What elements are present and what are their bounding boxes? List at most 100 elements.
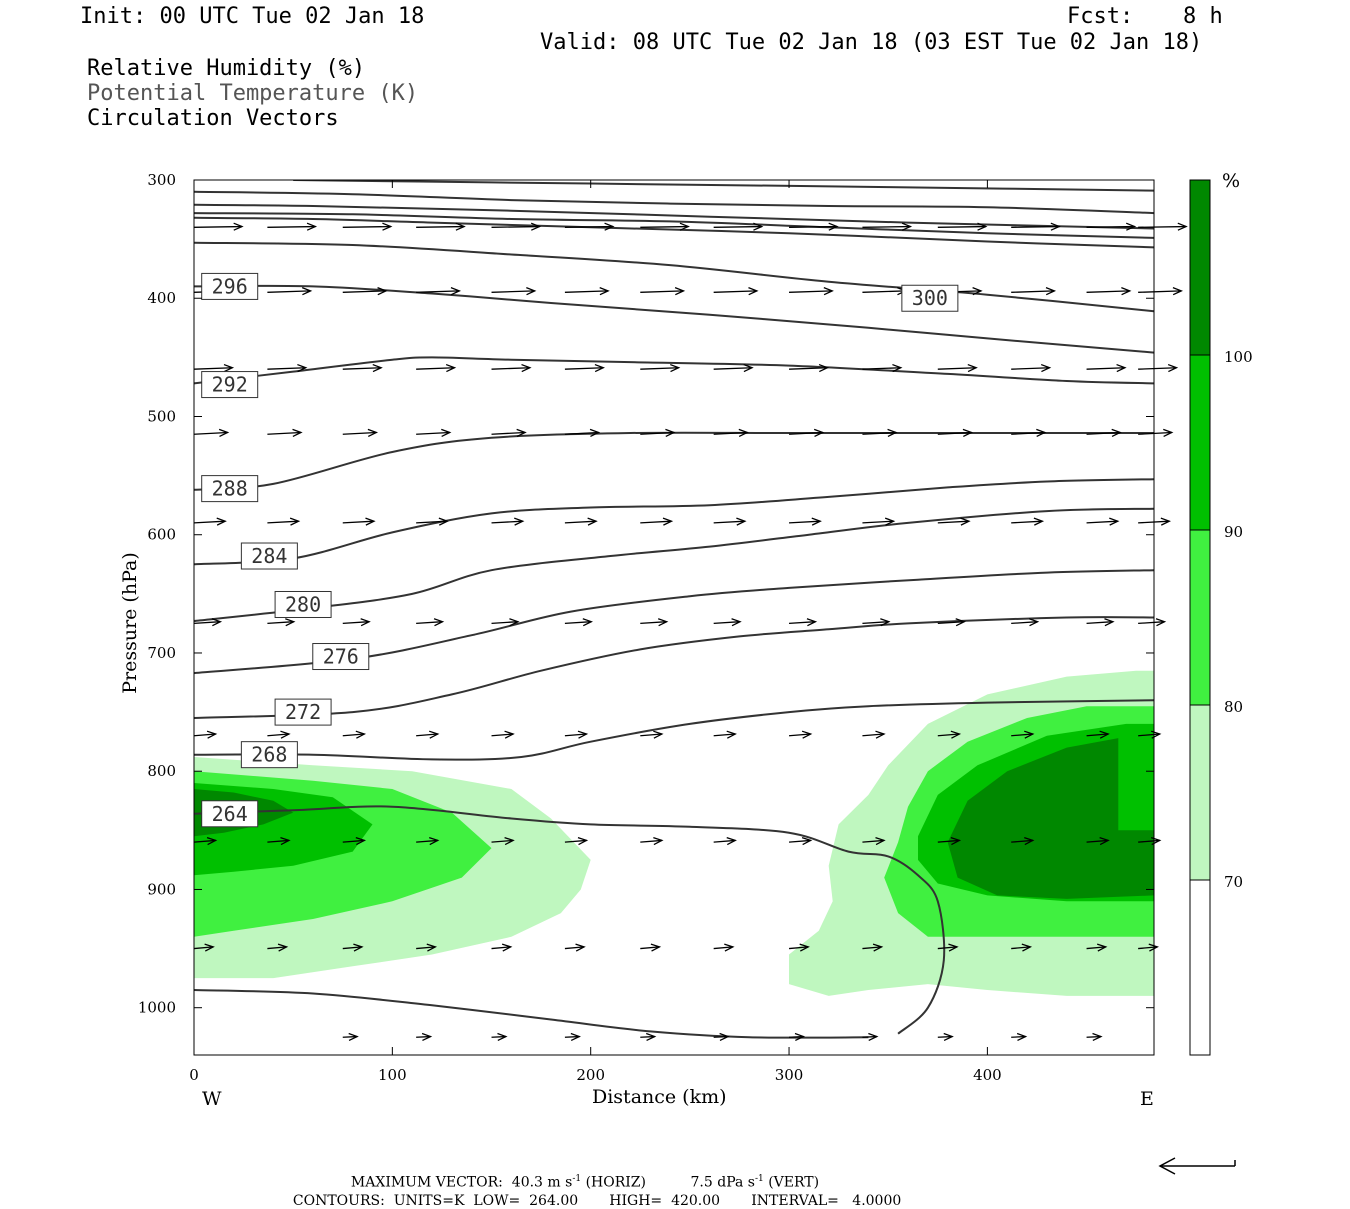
vector-shaft bbox=[789, 520, 821, 524]
vector-arrow bbox=[713, 428, 749, 438]
vector-head bbox=[450, 287, 462, 296]
contour-label-box bbox=[201, 371, 259, 399]
vector-arrow bbox=[193, 363, 235, 373]
vector-arrow bbox=[193, 836, 218, 846]
vector-head bbox=[662, 517, 674, 526]
theta-contour-288 bbox=[194, 431, 1154, 491]
vector-arrow bbox=[564, 618, 593, 627]
vector-shaft bbox=[1138, 621, 1165, 625]
vector-shaft bbox=[1138, 733, 1160, 737]
vector-arrow bbox=[564, 836, 589, 846]
vector-arrow bbox=[491, 287, 537, 296]
rh-region-100-1 bbox=[947, 738, 1154, 899]
vector-head bbox=[719, 1032, 730, 1042]
vector-arrow bbox=[1086, 363, 1127, 373]
vector-shaft bbox=[193, 520, 226, 524]
contour-label-box bbox=[240, 741, 298, 769]
vector-arrow bbox=[193, 222, 244, 231]
vector-arrow bbox=[1011, 428, 1047, 438]
theta-contour-264 bbox=[194, 805, 946, 1035]
max-vector-vert-type: (VERT) bbox=[768, 1174, 820, 1191]
vector-shaft bbox=[267, 839, 290, 843]
max-vector-label: MAXIMUM VECTOR: bbox=[350, 1174, 503, 1191]
y-tick-label: 500 bbox=[147, 407, 176, 425]
vector-arrow bbox=[788, 943, 810, 952]
vector-head bbox=[377, 287, 388, 296]
contour-label-box bbox=[901, 284, 959, 312]
vector-arrow bbox=[713, 836, 737, 846]
contours-high-label: HIGH= bbox=[609, 1193, 663, 1209]
vector-arrow bbox=[267, 287, 313, 296]
y-tick-label: 400 bbox=[147, 289, 176, 307]
vector-head bbox=[509, 618, 520, 627]
vector-head bbox=[570, 1032, 581, 1042]
vector-head bbox=[1099, 836, 1110, 846]
vector-arrow bbox=[564, 363, 605, 373]
vector-shaft bbox=[342, 733, 365, 737]
vector-arrow bbox=[416, 222, 466, 231]
vector-shaft bbox=[862, 1035, 877, 1038]
vector-arrow bbox=[1011, 836, 1035, 846]
vector-shaft bbox=[789, 431, 823, 435]
contour-label-264: 264 bbox=[201, 800, 259, 828]
vector-head bbox=[1125, 222, 1137, 231]
contour-label-300: 300 bbox=[901, 284, 959, 312]
vector-shaft bbox=[713, 946, 733, 950]
vector-arrow bbox=[1138, 287, 1184, 296]
contour-label-text: 268 bbox=[251, 743, 287, 767]
vector-arrow bbox=[788, 618, 818, 627]
vector-arrow bbox=[640, 1032, 657, 1042]
vector-head bbox=[1092, 1032, 1103, 1042]
colorbar-label: 80 bbox=[1224, 698, 1243, 716]
vector-shaft bbox=[491, 839, 514, 843]
vector-shaft bbox=[862, 946, 882, 950]
vector-head bbox=[823, 287, 834, 296]
vector-shaft bbox=[789, 290, 833, 293]
vector-arrow bbox=[193, 943, 215, 952]
vector-shaft bbox=[267, 946, 287, 950]
vector-head bbox=[1177, 222, 1188, 231]
vector-arrow bbox=[862, 222, 913, 231]
vector-arrow bbox=[416, 618, 445, 627]
vector-head bbox=[875, 730, 886, 739]
vector-head bbox=[280, 836, 291, 846]
vector-shaft bbox=[267, 225, 316, 228]
y-tick-label: 900 bbox=[147, 880, 176, 898]
vector-arrow bbox=[267, 618, 296, 627]
contour-label-text: 292 bbox=[212, 373, 248, 397]
vector-shaft bbox=[1011, 520, 1043, 524]
vector-shaft bbox=[342, 225, 391, 228]
vector-head bbox=[599, 287, 610, 296]
vector-arrow bbox=[491, 943, 513, 952]
vector-shaft bbox=[342, 839, 365, 843]
contour-labels: 264 268 272 276 280 284 288 292 296 300 bbox=[201, 272, 959, 828]
vector-head bbox=[577, 730, 589, 739]
vector-shaft bbox=[342, 520, 374, 524]
contour-label-box bbox=[201, 475, 259, 503]
vector-shaft bbox=[491, 733, 514, 737]
vector-head bbox=[1167, 363, 1179, 373]
vector-head bbox=[950, 836, 962, 846]
colorbar-segment bbox=[1189, 179, 1211, 356]
vector-arrow bbox=[640, 363, 681, 373]
theta-contour-284 bbox=[194, 478, 1154, 566]
vector-head bbox=[875, 836, 886, 846]
y-tick-label: 700 bbox=[147, 644, 176, 662]
vector-head bbox=[1021, 943, 1033, 952]
contour-label-box bbox=[240, 542, 298, 570]
vector-head bbox=[233, 222, 244, 231]
vector-head bbox=[1050, 222, 1061, 231]
vector-head bbox=[429, 836, 440, 846]
vector-arrow bbox=[564, 517, 598, 526]
vector-shaft bbox=[1011, 225, 1060, 228]
vector-head bbox=[438, 517, 450, 526]
vector-shaft bbox=[416, 225, 465, 228]
vector-head bbox=[372, 363, 383, 373]
vector-shaft bbox=[713, 431, 748, 435]
max-vector-vert-unit: dPa s bbox=[717, 1174, 755, 1191]
theta-contour-unlabeled-10 bbox=[194, 216, 1154, 249]
theta-contour-292 bbox=[194, 356, 1154, 385]
vector-arrow bbox=[267, 428, 303, 438]
contour-label-text: 276 bbox=[323, 645, 359, 669]
vector-arrow bbox=[342, 222, 393, 231]
